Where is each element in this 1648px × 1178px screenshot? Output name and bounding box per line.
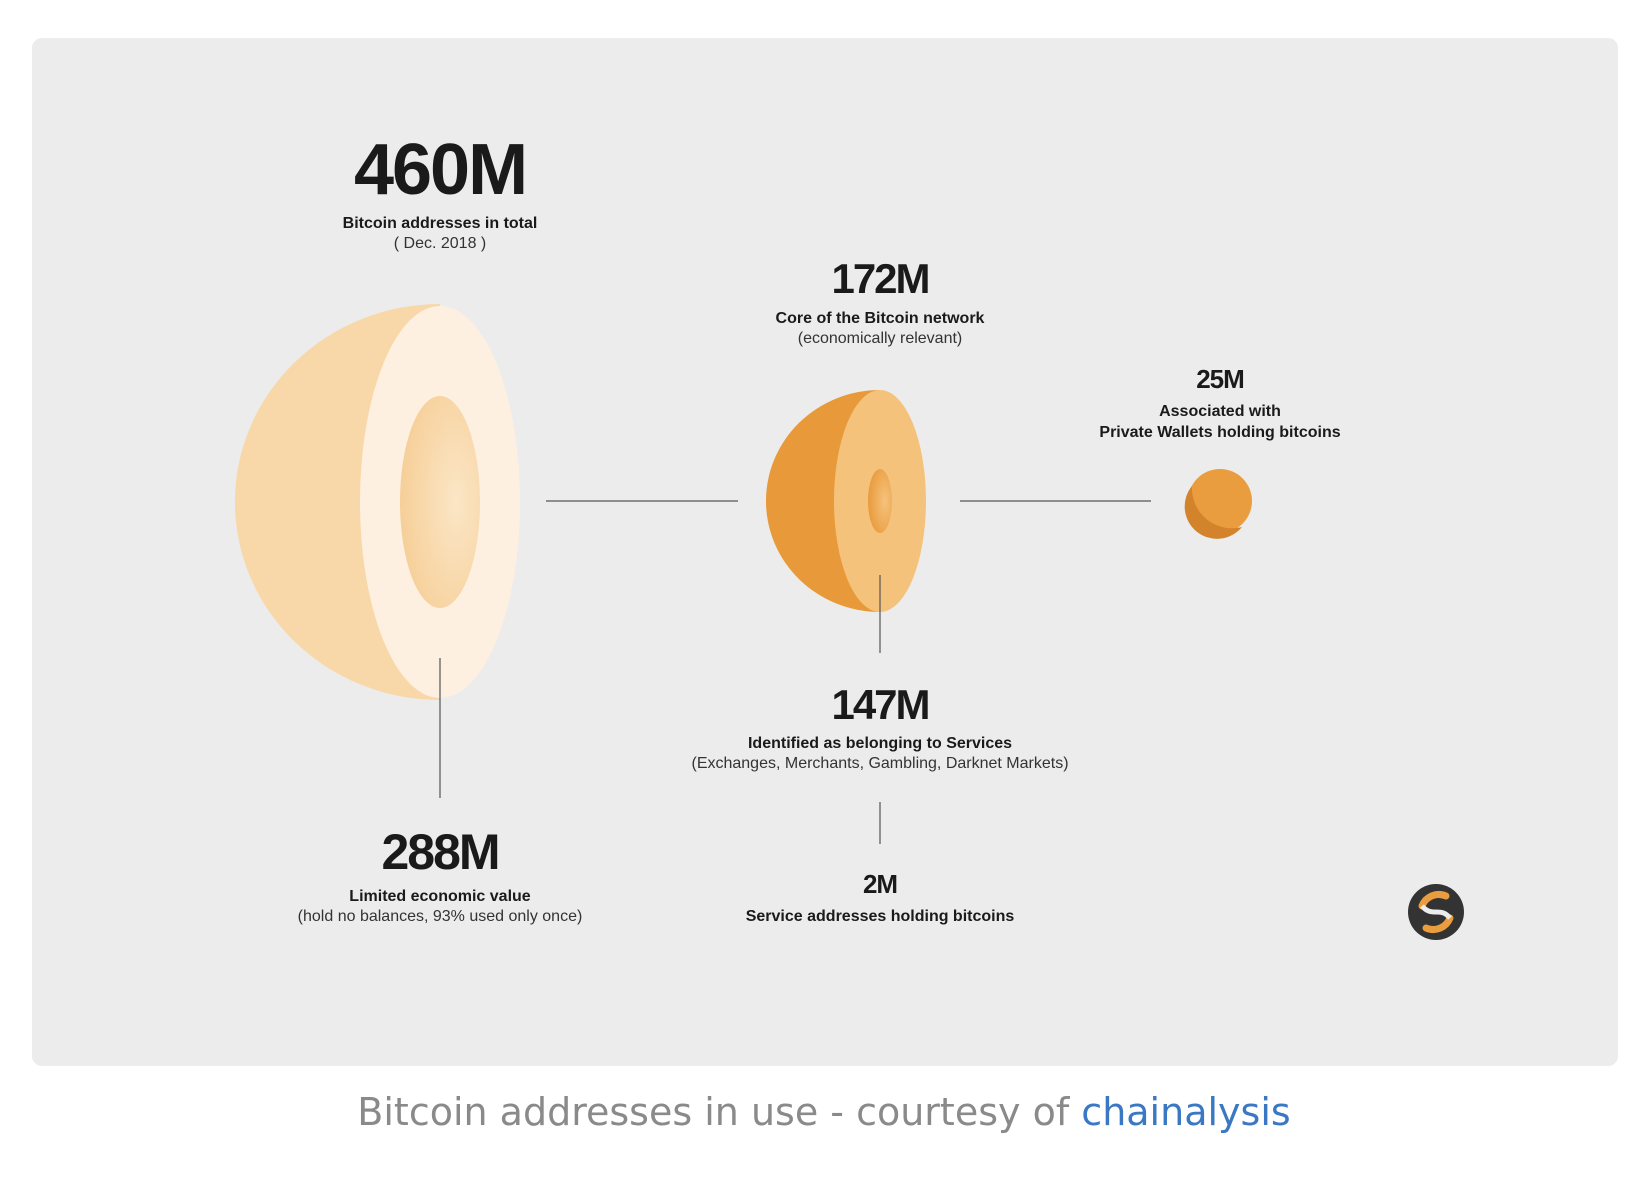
chainalysis-logo-icon bbox=[1408, 884, 1464, 940]
total-label: Bitcoin addresses in total bbox=[342, 215, 538, 232]
limited-label: Limited economic value bbox=[349, 888, 531, 905]
limited-value: 288M bbox=[381, 824, 500, 880]
service-holding-label: Service addresses holding bitcoins bbox=[745, 908, 1015, 925]
core-label: Core of the Bitcoin network bbox=[775, 310, 985, 327]
services-sub: (Exchanges, Merchants, Gambling, Darknet… bbox=[691, 755, 1069, 772]
hemisphere-diagram bbox=[234, 304, 1464, 940]
private-label-line1: Associated with bbox=[1159, 403, 1281, 420]
services-value: 147M bbox=[831, 681, 930, 728]
service-holding-value: 2M bbox=[862, 869, 898, 899]
infographic-panel: 460M Bitcoin addresses in total ( Dec. 2… bbox=[32, 38, 1618, 1066]
connector-lines bbox=[439, 500, 1151, 844]
total-sub: ( Dec. 2018 ) bbox=[393, 235, 487, 252]
core-sub: (economically relevant) bbox=[797, 330, 963, 347]
total-value: 460M bbox=[353, 130, 528, 210]
private-value: 25M bbox=[1196, 364, 1245, 394]
medium-hemisphere bbox=[765, 390, 926, 612]
large-hemisphere bbox=[234, 304, 520, 700]
caption-text: Bitcoin addresses in use - courtesy of bbox=[357, 1090, 1082, 1134]
small-ball bbox=[1184, 469, 1252, 539]
limited-sub: (hold no balances, 93% used only once) bbox=[297, 908, 583, 925]
figure-caption: Bitcoin addresses in use - courtesy of c… bbox=[0, 1090, 1648, 1134]
chainalysis-link[interactable]: chainalysis bbox=[1081, 1090, 1291, 1134]
services-label: Identified as belonging to Services bbox=[747, 735, 1013, 752]
core-value: 172M bbox=[831, 255, 930, 302]
private-label-line2: Private Wallets holding bitcoins bbox=[1099, 424, 1341, 441]
